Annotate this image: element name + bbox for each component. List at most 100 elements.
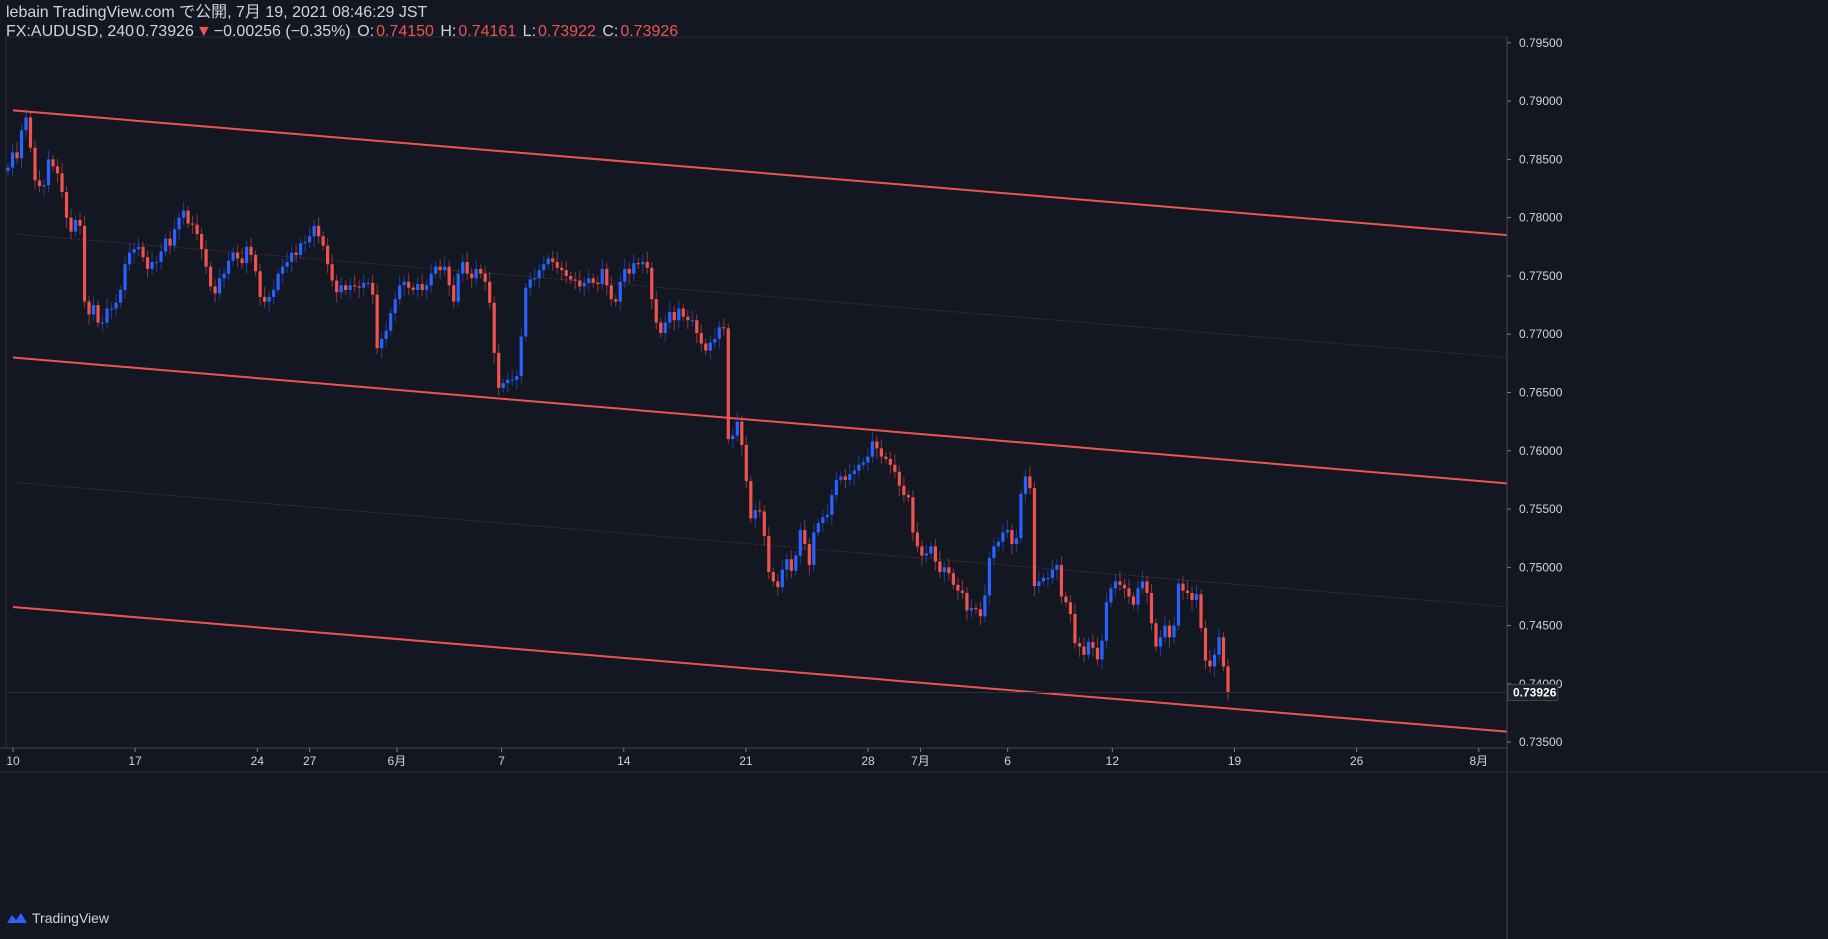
candle-body <box>19 130 24 159</box>
candle-body <box>177 217 181 230</box>
candle-body <box>996 541 1001 547</box>
candle-body <box>100 322 105 324</box>
candle-body <box>839 476 843 480</box>
candle-body <box>159 251 163 262</box>
candle-body <box>195 224 199 234</box>
candle-body <box>1068 602 1073 614</box>
candlestick-series <box>6 108 1230 701</box>
candle-body <box>1014 538 1019 545</box>
candle-body <box>420 284 424 290</box>
candle-body <box>429 273 433 286</box>
candle-body <box>483 273 487 282</box>
candle-body <box>1185 590 1190 593</box>
candle-body <box>668 312 672 323</box>
candle-body <box>1194 594 1199 600</box>
candle-body <box>951 573 955 585</box>
candle-body <box>699 333 703 344</box>
candle-body <box>524 287 528 337</box>
candle-body <box>1176 583 1181 626</box>
candle-body <box>1113 581 1118 589</box>
candle-body <box>825 514 829 518</box>
candle-body <box>42 185 46 187</box>
candle-body <box>33 147 37 181</box>
candle-body <box>226 260 231 274</box>
candle-body <box>843 476 847 480</box>
candle-body <box>118 289 123 303</box>
footer-branding[interactable]: TradingView <box>6 910 109 926</box>
open-label: O: <box>357 23 375 40</box>
x-tick-label: 21 <box>739 754 753 768</box>
candle-body <box>1109 588 1113 603</box>
high-label: H: <box>440 23 457 40</box>
candle-body <box>285 261 289 267</box>
y-tick-label: 0.76500 <box>1519 386 1563 400</box>
candle-body <box>28 117 33 148</box>
candle-body <box>974 608 978 610</box>
candle-body <box>281 266 285 274</box>
candle-body <box>956 584 960 591</box>
candle-body <box>344 285 348 290</box>
candle-body <box>1019 493 1023 539</box>
x-tick-label: 10 <box>6 754 20 768</box>
candle-body <box>677 308 681 321</box>
candle-body <box>1212 654 1217 667</box>
candle-body <box>357 286 361 288</box>
x-tick-label: 14 <box>617 754 631 768</box>
candle-body <box>443 266 447 271</box>
y-tick-label: 0.77000 <box>1519 327 1563 341</box>
close-value: 0.73926 <box>620 23 679 40</box>
candle-body <box>321 236 325 246</box>
y-tick-label: 0.73500 <box>1519 735 1563 749</box>
candle-body <box>1041 577 1046 582</box>
candle-body <box>1005 530 1010 533</box>
candle-body <box>987 558 992 596</box>
candle-body <box>488 281 492 303</box>
candle-body <box>564 270 568 276</box>
candle-body <box>438 266 442 271</box>
candle-body <box>1221 637 1226 667</box>
candle-body <box>217 278 222 294</box>
candle-body <box>605 268 609 286</box>
candle-body <box>609 285 613 300</box>
last-price-tag: 0.73926 <box>6 684 1559 702</box>
candle-body <box>105 308 109 323</box>
candle-body <box>528 279 532 288</box>
candle-body <box>1037 581 1041 586</box>
candle-body <box>465 261 469 274</box>
chart-axes: 0.79500 0.79000 0.78500 0.78000 0.77500 0.770… <box>0 36 1828 939</box>
candle-body <box>740 421 744 445</box>
x-tick-label: 12 <box>1106 754 1120 768</box>
candle-body <box>123 264 127 290</box>
candle-body <box>636 263 640 265</box>
candle-body <box>456 273 460 302</box>
candle-body <box>244 246 249 264</box>
candle-body <box>848 474 852 480</box>
candle-body <box>749 481 753 519</box>
candle-body <box>920 546 924 556</box>
y-tick-label: 0.79500 <box>1519 36 1563 50</box>
candle-body <box>1158 637 1163 647</box>
channel-line-dotted <box>12 233 1508 358</box>
candle-body <box>627 268 631 274</box>
symbol-label: FX:AUDUSD, 240 <box>6 23 135 40</box>
candle-body <box>254 254 258 272</box>
candle-body <box>690 320 694 322</box>
candle-body <box>479 268 483 274</box>
candle-body <box>371 282 375 295</box>
candle-body <box>897 471 901 486</box>
chart-legend: lebain TradingView.com で公開, 7月 19, 2021 … <box>6 3 680 41</box>
candle-body <box>546 258 550 265</box>
plot-frame <box>5 36 1508 749</box>
candle-body <box>1091 641 1095 648</box>
candle-body <box>560 267 564 271</box>
candle-body <box>231 252 235 261</box>
candle-body <box>393 299 397 314</box>
candle-body <box>555 261 559 268</box>
candle-body <box>551 258 555 262</box>
candle-body <box>114 302 118 309</box>
candle-body <box>51 159 55 167</box>
candle-body <box>312 225 316 237</box>
regression-channel[interactable] <box>12 109 1508 733</box>
candle-body <box>861 462 865 465</box>
